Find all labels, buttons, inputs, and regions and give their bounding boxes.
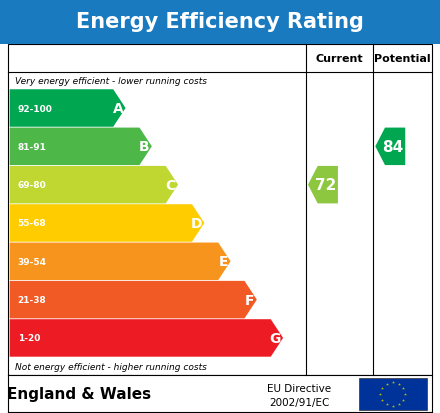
- Polygon shape: [10, 319, 283, 357]
- Bar: [0, 375, 440, 413]
- Text: A: A: [113, 102, 123, 116]
- Text: B: B: [139, 140, 150, 154]
- Bar: [359, 378, 427, 410]
- Bar: [0, 0, 440, 45]
- Text: Current: Current: [315, 54, 363, 64]
- Text: G: G: [270, 331, 281, 345]
- Text: 39-54: 39-54: [18, 257, 47, 266]
- Text: 72: 72: [315, 178, 336, 193]
- Text: 21-38: 21-38: [18, 295, 46, 304]
- Text: D: D: [191, 216, 202, 230]
- Text: EU Directive: EU Directive: [267, 383, 331, 393]
- Polygon shape: [10, 128, 152, 166]
- Polygon shape: [10, 205, 204, 242]
- Text: England & Wales: England & Wales: [7, 387, 151, 401]
- Text: C: C: [165, 178, 176, 192]
- Text: 84: 84: [382, 140, 403, 154]
- Polygon shape: [10, 281, 257, 318]
- Text: 2002/91/EC: 2002/91/EC: [269, 397, 330, 407]
- Text: 69-80: 69-80: [18, 181, 46, 190]
- Bar: [8, 45, 432, 375]
- Text: 81-91: 81-91: [18, 142, 47, 152]
- Text: Potential: Potential: [374, 54, 431, 64]
- Polygon shape: [308, 166, 338, 204]
- Text: F: F: [245, 293, 255, 307]
- Text: Energy Efficiency Rating: Energy Efficiency Rating: [76, 12, 364, 32]
- Polygon shape: [375, 128, 405, 166]
- Text: Very energy efficient - lower running costs: Very energy efficient - lower running co…: [15, 77, 206, 86]
- Text: 92-100: 92-100: [18, 104, 52, 113]
- Polygon shape: [10, 90, 125, 128]
- Polygon shape: [10, 166, 178, 204]
- Text: 1-20: 1-20: [18, 334, 40, 343]
- Text: E: E: [219, 255, 228, 268]
- Text: 55-68: 55-68: [18, 219, 46, 228]
- Text: Not energy efficient - higher running costs: Not energy efficient - higher running co…: [15, 362, 206, 371]
- Polygon shape: [10, 243, 231, 280]
